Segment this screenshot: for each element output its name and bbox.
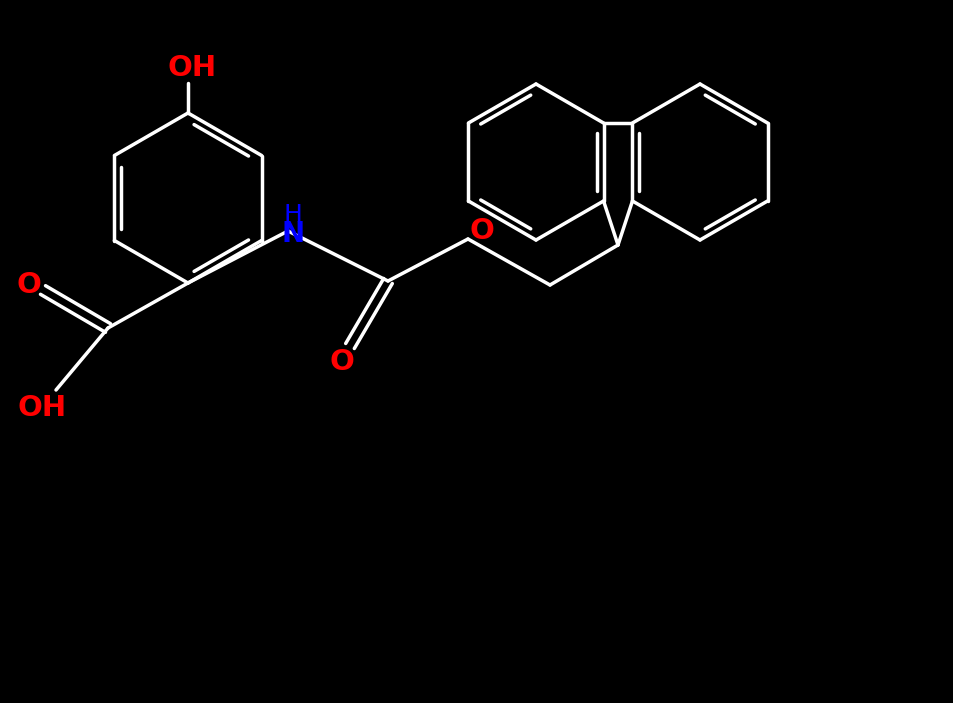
Text: OH: OH [17,394,67,422]
Text: H: H [283,203,302,227]
Text: OH: OH [168,54,216,82]
Text: O: O [329,348,355,376]
Text: O: O [16,271,41,299]
Text: O: O [469,217,494,245]
Text: N: N [281,220,304,248]
